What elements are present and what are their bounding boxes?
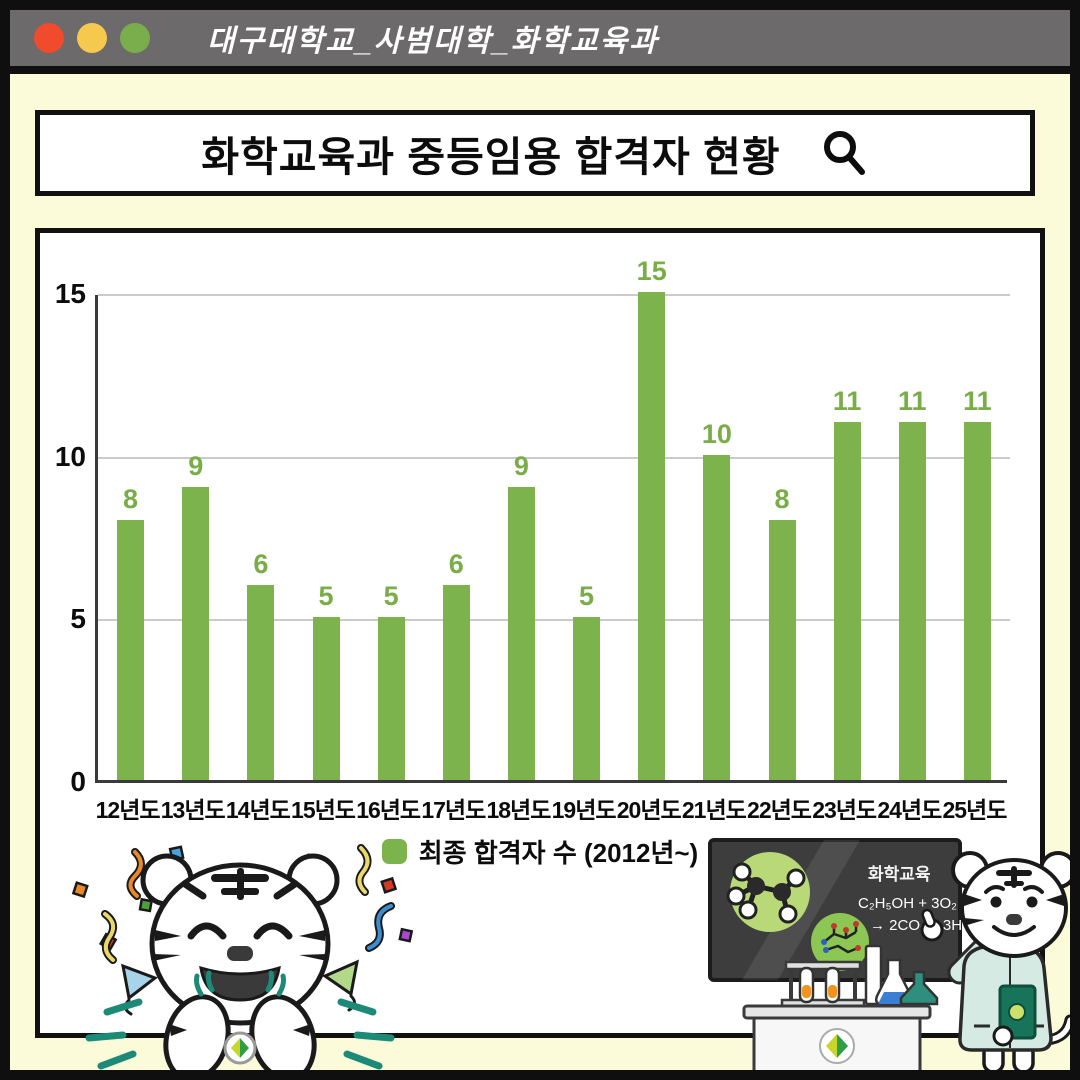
bar	[182, 487, 210, 780]
bar-value-label: 9	[513, 451, 529, 482]
bar	[377, 617, 405, 780]
tiger-teacher	[920, 851, 1070, 1070]
gridline	[98, 456, 1010, 459]
headline-search-box: 화학교육과 중등임용 합격자 현황	[35, 110, 1035, 196]
y-axis-tick-label: 5	[70, 603, 86, 635]
bar	[638, 292, 666, 780]
x-axis-category-label: 21년도	[681, 797, 747, 823]
x-axis-category-label: 24년도	[877, 797, 942, 823]
x-axis-category-label: 19년도	[551, 797, 617, 823]
bar	[703, 454, 731, 780]
bar-value-label: 6	[448, 548, 464, 579]
bar	[768, 519, 796, 780]
x-axis-category-label: 14년도	[225, 797, 291, 823]
bar	[247, 584, 275, 780]
plot-area: 8 9 6 5 5 6 9 5 15 10 8 11 11 11	[95, 256, 1010, 783]
bar	[833, 422, 861, 780]
legend-swatch	[381, 839, 407, 864]
traffic-light-dot[interactable]	[34, 23, 64, 53]
browser-titlebar: 대구대학교_사범대학_화학교육과	[10, 10, 1070, 74]
x-axis-category-label: 17년도	[421, 797, 486, 823]
x-axis-category-label: 12년도	[95, 797, 161, 823]
bar-value-label: 5	[579, 581, 595, 612]
bar-value-label: 10	[701, 418, 732, 449]
chart-canvas: 8 9 6 5 5 6 9 5 15 10 8 11 11 11 최종 합격자 수 (2012년~) 0 5…	[40, 233, 1040, 1033]
gridline	[98, 294, 1010, 296]
x-axis-category-label: 16년도	[356, 797, 421, 823]
bar-value-label: 5	[318, 581, 334, 612]
bar-value-label: 15	[636, 256, 667, 286]
x-axis-category-label: 22년도	[747, 797, 812, 823]
page-title: 화학교육과 중등임용 합격자 현황	[201, 134, 781, 180]
y-axis-tick-label: 10	[54, 440, 86, 472]
bar	[963, 422, 991, 780]
x-axis-category-label: 13년도	[160, 797, 226, 823]
y-axis-tick-label: 0	[70, 766, 86, 797]
bar	[898, 422, 926, 780]
x-axis-category-label: 23년도	[812, 797, 877, 823]
bar-value-label: 9	[188, 451, 204, 482]
bar	[573, 617, 601, 780]
x-axis-category-label: 20년도	[616, 797, 682, 823]
bar-value-label: 11	[897, 386, 927, 417]
bar-value-label: 11	[832, 386, 862, 417]
x-axis-category-label: 18년도	[486, 797, 551, 823]
search-icon[interactable]	[821, 129, 869, 177]
gridline	[98, 619, 1010, 622]
bar	[507, 487, 535, 780]
titlebar-account-name: 대구대학교_사범대학_화학교육과	[207, 25, 659, 58]
celebrating-tiger-illustration	[71, 844, 414, 1070]
chemistry-lesson-illustration: 화학교육 C₂H₅OH + 3O₂ → 2CO₂ + 3H₂O	[708, 838, 1070, 1070]
traffic-light-dot[interactable]	[77, 23, 107, 53]
x-axis-category-label: 25년도	[942, 797, 1007, 823]
legend-label: 최종 합격자 수 (2012년~)	[418, 838, 699, 868]
traffic-light-dot[interactable]	[120, 23, 150, 53]
blackboard-equation-line1: C₂H₅OH + 3O₂	[858, 895, 957, 912]
bar-value-label: 8	[123, 483, 139, 514]
lab-desk	[742, 1004, 932, 1070]
y-axis-tick-label: 15	[54, 278, 86, 309]
bar-value-label: 5	[383, 581, 399, 612]
blackboard-title: 화학교육	[868, 865, 931, 884]
bar	[442, 584, 470, 780]
celebrating-tiger-mascot	[45, 838, 435, 1070]
bar	[117, 519, 145, 780]
lab-equipment	[780, 944, 939, 1009]
bar-value-label: 8	[774, 483, 790, 514]
bar-value-label: 6	[253, 548, 269, 579]
bar	[312, 617, 340, 780]
x-axis-category-label: 15년도	[291, 797, 356, 823]
teaching-tiger-mascot: 화학교육 C₂H₅OH + 3O₂ → 2CO₂ + 3H₂O	[698, 828, 1070, 1070]
bar-value-label: 11	[963, 386, 992, 417]
chart-legend: 최종 합격자 수 (2012년~)	[40, 833, 1040, 870]
